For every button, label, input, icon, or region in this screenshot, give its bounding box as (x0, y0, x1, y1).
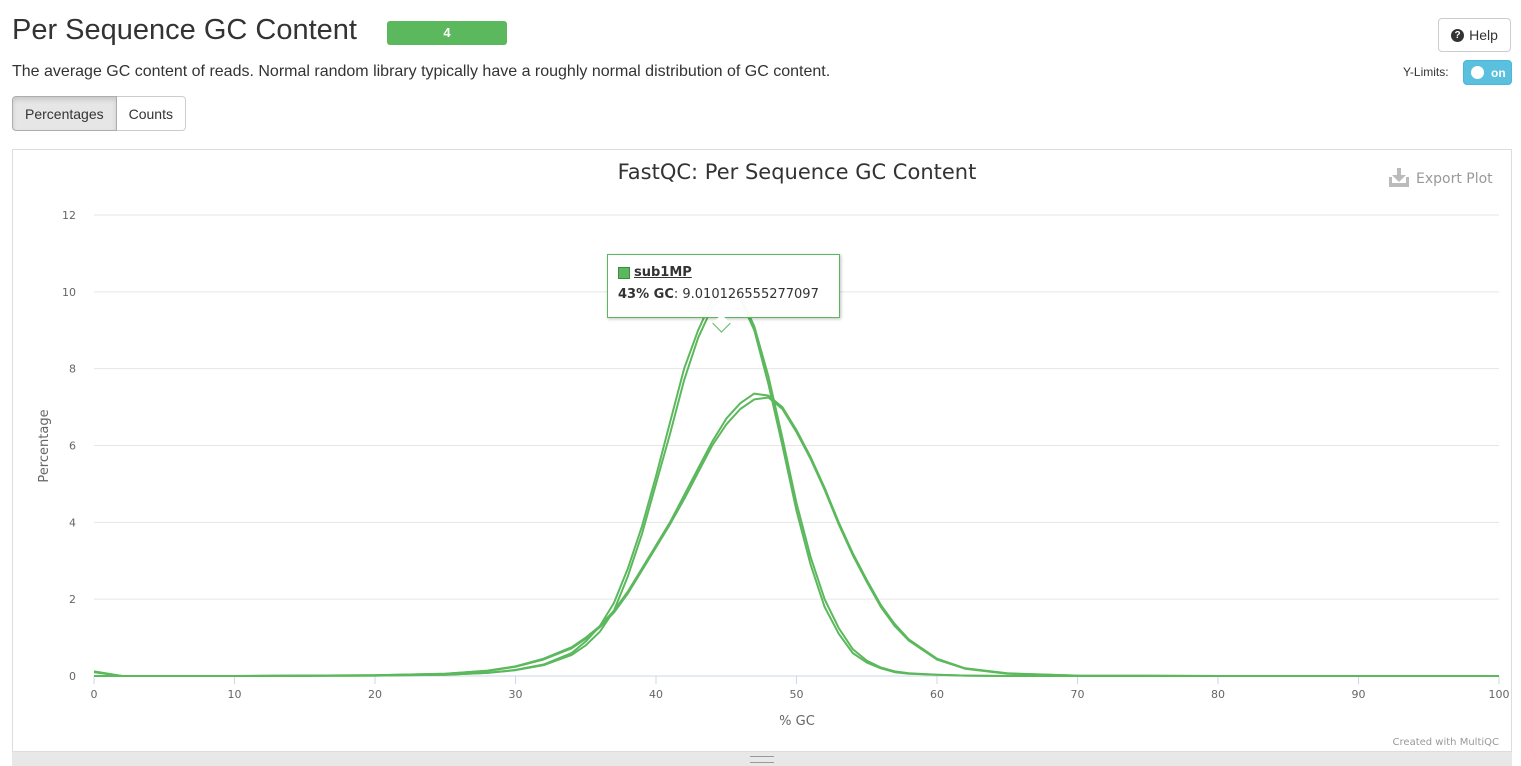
export-plot-label: Export Plot (1416, 171, 1493, 187)
y-tick-label: 12 (62, 209, 76, 222)
plot-panel (12, 149, 1512, 761)
grip-icon (750, 756, 774, 763)
export-plot-button[interactable]: Export Plot (1389, 168, 1493, 187)
x-axis-label: % GC (779, 714, 815, 729)
x-tick-label: 0 (91, 688, 98, 701)
y-tick-label: 2 (69, 593, 76, 606)
series-line-3[interactable] (94, 392, 1499, 677)
y-axis-ticks: 0 2 4 6 8 10 12 (62, 209, 76, 683)
x-tick-label: 40 (649, 688, 663, 701)
x-tick-label: 10 (228, 688, 242, 701)
tooltip-y-value: 9.010126555277097 (682, 287, 819, 302)
help-button[interactable]: ? Help (1438, 18, 1511, 52)
y-tick-label: 0 (69, 670, 76, 683)
page-title: Per Sequence GC Content (12, 14, 357, 46)
status-badge[interactable]: 4 (387, 21, 507, 45)
data-view-tabs: Percentages Counts (12, 96, 186, 131)
y-tick-label: 6 (69, 440, 76, 453)
series-line-4[interactable] (94, 396, 1499, 677)
download-icon (1389, 168, 1409, 187)
data-series (93, 287, 1499, 677)
x-tick-label: 20 (368, 688, 382, 701)
ylimits-toggle[interactable]: on (1463, 60, 1512, 85)
x-tick-label: 60 (930, 688, 944, 701)
y-tick-label: 4 (69, 516, 76, 529)
toggle-knob (1471, 66, 1484, 79)
x-tick-label: 50 (790, 688, 804, 701)
grid-lines (94, 214, 1499, 600)
tab-percentages[interactable]: Percentages (12, 96, 117, 131)
help-label: Help (1469, 27, 1498, 43)
x-axis-ticks: 0 10 20 30 40 50 60 70 80 90 100 (91, 676, 1510, 701)
y-axis-label: Percentage (37, 409, 52, 482)
x-tick-label: 80 (1211, 688, 1225, 701)
question-circle-icon: ? (1451, 28, 1465, 42)
ylimits-label: Y-Limits: (1403, 65, 1449, 79)
x-tick-label: 70 (1071, 688, 1085, 701)
toggle-state-label: on (1491, 66, 1506, 80)
chart-tooltip: sub1MP 43% GC: 9.010126555277097 (607, 254, 840, 333)
plot-resize-handle[interactable] (12, 751, 1512, 766)
x-tick-label: 100 (1489, 688, 1510, 701)
section-description: The average GC content of reads. Normal … (12, 63, 831, 80)
y-tick-label: 8 (69, 363, 76, 376)
chart-title: FastQC: Per Sequence GC Content (618, 160, 977, 184)
series-line-1[interactable] (93, 287, 1499, 677)
tooltip-x-label: 43% GC (618, 287, 674, 302)
series-color-swatch (618, 267, 630, 279)
series-line-2[interactable] (93, 292, 1499, 677)
y-tick-label: 10 (62, 286, 76, 299)
tooltip-sample-name[interactable]: sub1MP (634, 265, 692, 280)
x-tick-label: 30 (509, 688, 523, 701)
tooltip-value: 43% GC: 9.010126555277097 (618, 287, 819, 302)
multiqc-credit[interactable]: Created with MultiQC (1393, 737, 1499, 748)
tab-counts[interactable]: Counts (116, 96, 186, 131)
x-tick-label: 90 (1352, 688, 1366, 701)
